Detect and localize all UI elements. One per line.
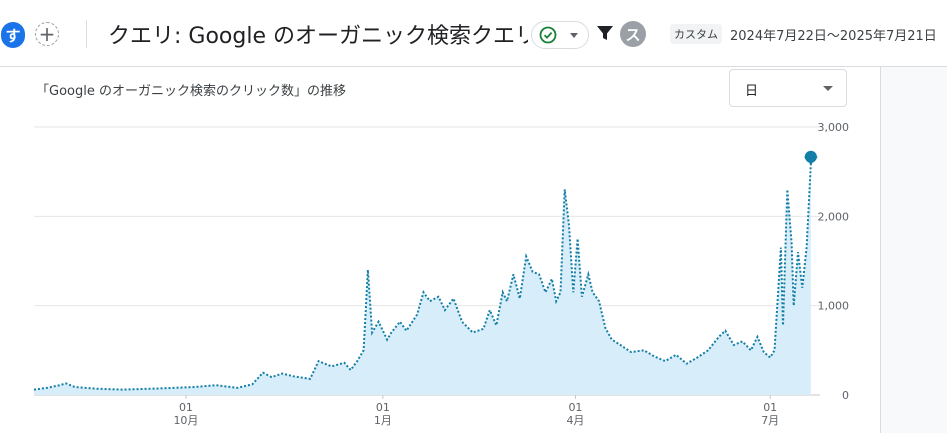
x-tick-month: 10月 — [173, 414, 198, 427]
property-avatar[interactable]: す — [1, 22, 25, 48]
status-dropdown[interactable] — [531, 21, 589, 49]
date-range-type-badge: カスタム — [670, 24, 722, 44]
x-tick-month: 7月 — [761, 414, 779, 427]
y-axis-labels: 0 1,000 2,000 3,000 — [818, 121, 850, 402]
add-comparison-button[interactable]: + — [35, 22, 59, 46]
check-circle-icon — [539, 26, 557, 44]
x-tick-day: 01 — [376, 401, 390, 414]
chart-title: 「Google のオーガニック検索のクリック数」の推移 — [36, 84, 346, 99]
x-tick-month: 4月 — [566, 414, 584, 427]
granularity-value: 日 — [745, 84, 759, 99]
granularity-select[interactable]: 日 — [729, 69, 847, 107]
x-tick-day: 01 — [179, 401, 193, 414]
y-tick-label: 3,000 — [818, 121, 850, 134]
y-tick-label: 0 — [842, 389, 849, 402]
filter-icon[interactable] — [596, 24, 614, 42]
header-divider — [86, 20, 87, 48]
y-tick-label: 1,000 — [818, 300, 850, 313]
right-side-panel — [880, 67, 947, 433]
chevron-down-icon — [570, 33, 578, 38]
clicks-area-fill — [34, 162, 811, 395]
page-title: クエリ: Google のオーガニック検索クエリ — [108, 24, 528, 49]
x-tick-month: 1月 — [374, 414, 392, 427]
last-point-marker[interactable] — [803, 150, 818, 165]
user-avatar[interactable]: ス — [620, 21, 646, 47]
date-range-picker[interactable]: 2024年7月22日～2025年7月21日 — [730, 29, 937, 44]
report-header: す + クエリ: Google のオーガニック検索クエリ ス カスタム 2024… — [0, 0, 947, 67]
chevron-down-icon — [823, 86, 833, 91]
x-tick-day: 01 — [568, 401, 582, 414]
marker-dot — [804, 150, 817, 163]
y-tick-label: 2,000 — [818, 210, 850, 223]
x-tick-day: 01 — [763, 401, 777, 414]
